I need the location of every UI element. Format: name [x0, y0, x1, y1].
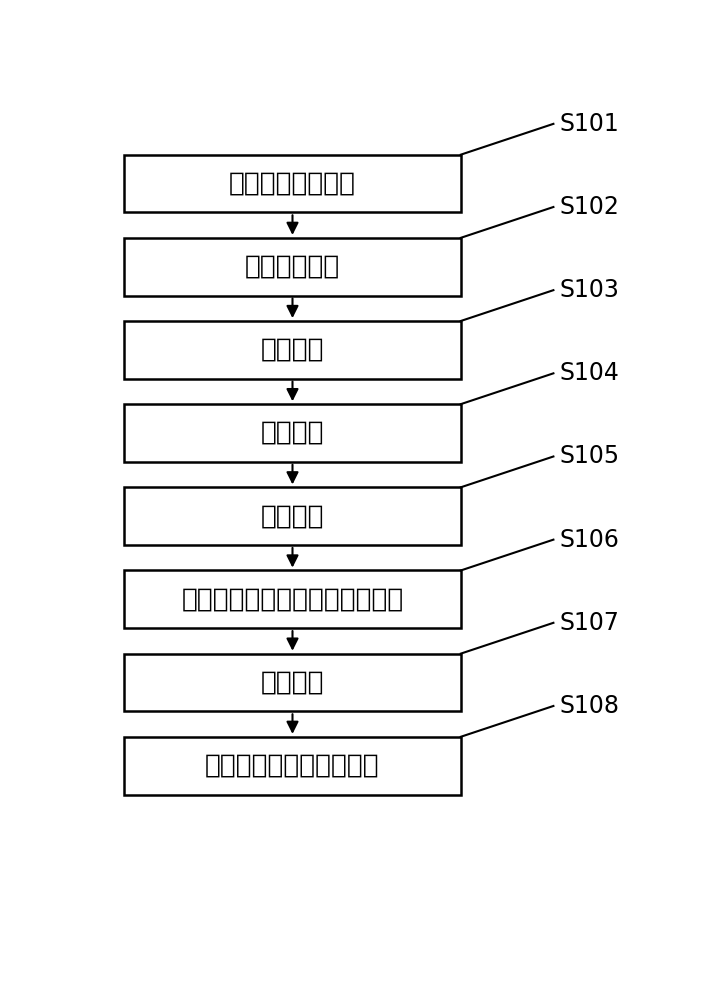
Bar	[125, 570, 460, 628]
Text: S108: S108	[559, 694, 619, 718]
Text: S106: S106	[559, 528, 619, 552]
Bar	[125, 487, 460, 545]
Text: 数据范围转换: 数据范围转换	[245, 254, 340, 280]
Bar	[125, 321, 460, 379]
Bar	[125, 737, 460, 795]
Text: 维度变换: 维度变换	[261, 420, 324, 446]
Text: S102: S102	[559, 195, 619, 219]
Text: 构建完整的压缩结果文件: 构建完整的压缩结果文件	[205, 753, 380, 779]
Text: 获取频域数据矩阵: 获取频域数据矩阵	[229, 171, 356, 197]
Text: S105: S105	[559, 444, 619, 468]
Text: S107: S107	[559, 611, 619, 635]
Text: 数据编码: 数据编码	[261, 669, 324, 695]
Bar	[125, 155, 460, 212]
Text: 将二维量化矩阵转化为一维向量: 将二维量化矩阵转化为一维向量	[182, 586, 403, 612]
Text: S104: S104	[559, 361, 619, 385]
Text: 量化处理: 量化处理	[261, 503, 324, 529]
Text: 矩阵分割: 矩阵分割	[261, 337, 324, 363]
Text: S101: S101	[559, 112, 619, 136]
Text: S103: S103	[559, 278, 619, 302]
Bar	[125, 404, 460, 462]
Bar	[125, 238, 460, 296]
Bar	[125, 654, 460, 711]
